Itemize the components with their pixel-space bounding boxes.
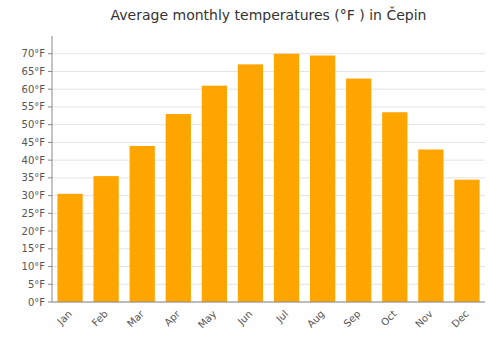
y-tick [48, 160, 52, 161]
y-tick-label: 60°F [22, 84, 46, 95]
y-tick-label: 65°F [22, 66, 46, 77]
grid-line [52, 71, 485, 72]
y-tick-label: 10°F [22, 261, 46, 272]
x-tick-label: May [196, 308, 218, 330]
bar [454, 180, 479, 302]
bar [202, 86, 227, 302]
y-tick [48, 284, 52, 285]
x-tick-label: Oct [379, 308, 399, 328]
y-tick-label: 5°F [28, 279, 45, 290]
bar [310, 56, 335, 302]
y-tick [48, 89, 52, 90]
y-tick [48, 142, 52, 143]
y-tick-label: 25°F [22, 208, 46, 219]
y-tick-label: 70°F [22, 48, 46, 59]
grid-line [52, 106, 485, 107]
x-tick-label: Jun [235, 308, 255, 328]
y-tick [48, 177, 52, 178]
bar [346, 79, 371, 302]
grid-line [52, 53, 485, 54]
y-tick-label: 15°F [22, 243, 46, 254]
y-tick [48, 213, 52, 214]
y-tick [48, 195, 52, 196]
grid-line [52, 89, 485, 90]
y-tick [48, 302, 52, 303]
x-tick-label: Jan [55, 308, 74, 327]
y-tick-label: 50°F [22, 119, 46, 130]
y-tick-label: 40°F [22, 155, 46, 166]
x-tick-label: Aug [305, 308, 327, 330]
chart-container: Average monthly temperatures (°F ) in Če… [0, 0, 500, 350]
bar [382, 112, 407, 302]
x-axis [52, 302, 485, 303]
x-tick-label: Sep [341, 308, 362, 329]
chart: Average monthly temperatures (°F ) in Če… [0, 0, 500, 350]
y-tick [48, 248, 52, 249]
bar [274, 54, 299, 302]
y-tick-label: 45°F [22, 137, 46, 148]
x-tick-label: Dec [449, 308, 470, 329]
y-tick [48, 106, 52, 107]
y-tick [48, 231, 52, 232]
grid-line [52, 142, 485, 143]
y-tick [48, 266, 52, 267]
x-tick-label: Feb [90, 308, 110, 328]
y-tick [48, 124, 52, 125]
title: Average monthly temperatures (°F ) in Če… [111, 6, 427, 23]
y-tick-label: 35°F [22, 172, 46, 183]
y-tick [48, 53, 52, 54]
bar [238, 64, 263, 302]
y-axis [52, 36, 53, 302]
y-tick-label: 0°F [28, 297, 45, 308]
x-tick-label: Jul [273, 308, 290, 325]
y-tick-label: 20°F [22, 226, 46, 237]
bar [57, 194, 82, 302]
bar [418, 149, 443, 302]
x-tick-label: Mar [125, 307, 147, 329]
y-tick [48, 71, 52, 72]
bar [130, 146, 155, 302]
bars [57, 54, 479, 302]
y-tick-label: 55°F [22, 101, 46, 112]
bar [166, 114, 191, 302]
y-tick-label: 30°F [22, 190, 46, 201]
grid-line [52, 302, 485, 303]
grid-line [52, 124, 485, 125]
bar [93, 176, 118, 302]
grid [52, 54, 485, 302]
x-tick-label: Nov [413, 308, 435, 330]
x-tick-label: Apr [162, 307, 183, 328]
